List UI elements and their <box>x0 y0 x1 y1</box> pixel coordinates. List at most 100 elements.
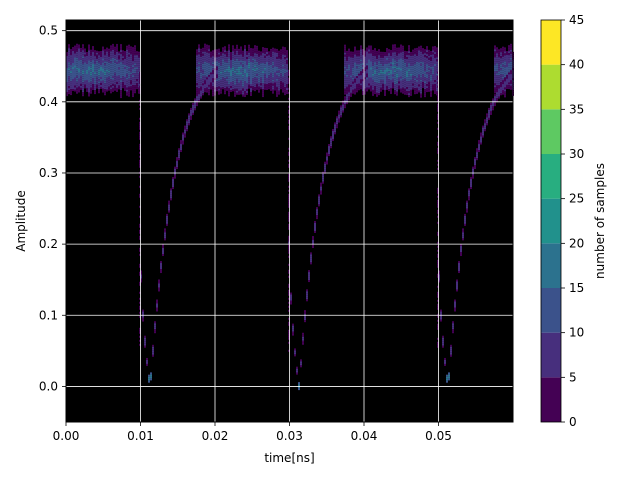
heatmap-cell <box>344 44 346 47</box>
heatmap-cell <box>258 80 260 83</box>
heatmap-cell <box>256 77 258 80</box>
heatmap-cell <box>414 82 416 85</box>
heatmap-cell <box>180 150 182 153</box>
heatmap-cell <box>408 59 410 62</box>
heatmap-cell <box>394 66 396 69</box>
heatmap-cell <box>68 54 70 57</box>
heatmap-cell <box>280 75 282 78</box>
heatmap-cell <box>242 80 244 83</box>
heatmap-cell <box>400 90 402 93</box>
heatmap-cell <box>450 348 452 351</box>
heatmap-cell <box>208 74 210 77</box>
heatmap-cell <box>68 80 70 83</box>
heatmap-cell <box>282 72 284 75</box>
heatmap-cell <box>138 69 140 72</box>
heatmap-cell <box>494 47 496 50</box>
heatmap-cell <box>404 88 406 91</box>
heatmap-cell <box>358 77 360 80</box>
heatmap-cell <box>128 54 130 57</box>
heatmap-cell <box>430 56 432 59</box>
heatmap-cell <box>242 62 244 65</box>
heatmap-cell <box>198 66 200 69</box>
heatmap-cell <box>496 47 498 50</box>
heatmap-cell <box>400 86 402 89</box>
heatmap-cell <box>232 53 234 56</box>
heatmap-cell <box>470 183 472 186</box>
heatmap-cell <box>510 78 512 81</box>
heatmap-cell <box>212 68 214 71</box>
heatmap-cell <box>208 61 210 64</box>
heatmap-cell <box>226 52 228 55</box>
heatmap-cell <box>362 93 364 96</box>
heatmap-cell <box>350 63 352 66</box>
heatmap-cell <box>498 81 500 84</box>
heatmap-cell <box>250 48 252 51</box>
heatmap-cell <box>362 53 364 56</box>
heatmap-cell <box>460 246 462 249</box>
heatmap-cell <box>288 121 291 124</box>
heatmap-cell <box>306 297 308 300</box>
heatmap-cell <box>204 86 206 89</box>
heatmap-cell <box>494 81 496 84</box>
heatmap-cell <box>174 170 176 173</box>
heatmap-cell <box>256 45 258 48</box>
heatmap-cell <box>434 48 436 51</box>
heatmap-cell <box>284 89 286 92</box>
heatmap-cell <box>444 363 446 366</box>
heatmap-cell <box>456 285 458 288</box>
heatmap-cell <box>122 82 124 85</box>
heatmap-cell <box>198 96 200 99</box>
heatmap-cell <box>374 66 376 69</box>
heatmap-cell <box>250 80 252 83</box>
heatmap-cell <box>366 73 368 76</box>
heatmap-cell <box>196 102 198 105</box>
heatmap-cell <box>346 58 348 61</box>
heatmap-cell <box>128 86 130 89</box>
heatmap-cell <box>138 63 140 66</box>
heatmap-cell <box>242 88 244 91</box>
heatmap-cell <box>392 54 394 57</box>
heatmap-cell <box>400 54 402 57</box>
heatmap-cell <box>400 88 402 91</box>
heatmap-cell <box>240 80 242 83</box>
heatmap-cell <box>196 100 198 103</box>
heatmap-cell <box>482 129 484 132</box>
heatmap-cell <box>90 75 92 78</box>
x-tick-label: 0.00 <box>53 429 80 443</box>
heatmap-cell <box>422 56 424 59</box>
heatmap-cell <box>122 64 124 67</box>
heatmap-cell <box>444 359 446 362</box>
heatmap-cell <box>78 78 80 81</box>
heatmap-cell <box>398 53 400 56</box>
heatmap-cell <box>196 96 198 99</box>
heatmap-cell <box>296 372 298 375</box>
heatmap-cell <box>154 325 156 328</box>
heatmap-cell <box>120 86 122 89</box>
heatmap-cell <box>504 85 506 88</box>
heatmap-cell <box>276 62 278 65</box>
heatmap-cell <box>254 87 256 90</box>
heatmap-cell <box>350 88 352 91</box>
heatmap-cell <box>114 46 116 49</box>
heatmap-cell <box>386 65 388 68</box>
heatmap-cell <box>108 56 110 59</box>
heatmap-cell <box>266 76 268 79</box>
heatmap-cell <box>96 72 98 75</box>
heatmap-cell <box>410 67 412 70</box>
heatmap-cell <box>382 57 384 60</box>
heatmap-cell <box>80 51 82 54</box>
heatmap-cell <box>382 67 384 70</box>
heatmap-cell <box>198 62 200 65</box>
heatmap-cell <box>502 46 504 49</box>
heatmap-cell <box>76 83 78 86</box>
heatmap-cell <box>262 49 264 52</box>
heatmap-cell <box>80 83 82 86</box>
heatmap-cell <box>282 62 284 65</box>
heatmap-cell <box>162 248 164 251</box>
heatmap-cell <box>118 85 120 88</box>
heatmap-cell <box>196 69 198 72</box>
heatmap-cell <box>346 100 348 103</box>
heatmap-cell <box>248 74 250 77</box>
heatmap-cell <box>226 86 228 89</box>
heatmap-cell <box>282 58 284 61</box>
